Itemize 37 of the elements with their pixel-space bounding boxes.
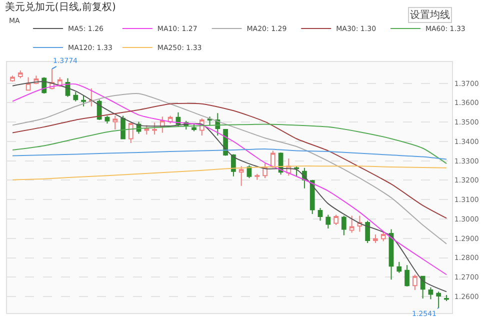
candlestick [294, 166, 299, 177]
candlestick [349, 215, 354, 234]
chart-title: 美元兑加元(日线,前复权) [4, 1, 116, 14]
candlestick [238, 166, 244, 186]
candlestick [436, 291, 442, 308]
line-series [12, 148, 447, 160]
candlestick [318, 207, 323, 222]
candlestick [254, 173, 260, 180]
candlestick [192, 124, 196, 132]
candlestick [396, 261, 402, 274]
candlestick [310, 179, 315, 214]
line-series [12, 124, 447, 164]
candlestick [120, 115, 126, 140]
line-series [12, 166, 447, 180]
candlestick [81, 94, 86, 107]
candlestick [207, 116, 212, 126]
line-series [12, 102, 447, 219]
candlestick [404, 264, 410, 287]
candlestick [73, 91, 78, 102]
candlestick [18, 70, 23, 79]
line-series [12, 93, 447, 244]
candlestick [152, 122, 157, 135]
candlestick [334, 214, 338, 226]
candlestick [428, 286, 434, 300]
candlestick [112, 115, 118, 130]
candlestick [10, 75, 15, 82]
candlestick [326, 214, 331, 229]
candlestick [341, 215, 346, 236]
text: 设置均线 [410, 9, 450, 21]
candlestick [412, 274, 418, 290]
candlestick [444, 294, 449, 302]
candlestick [365, 220, 370, 244]
candlestick [388, 228, 394, 280]
candlestick [380, 231, 386, 242]
candlestick [104, 115, 110, 124]
candlestick [128, 122, 134, 144]
candlestick [373, 234, 378, 244]
